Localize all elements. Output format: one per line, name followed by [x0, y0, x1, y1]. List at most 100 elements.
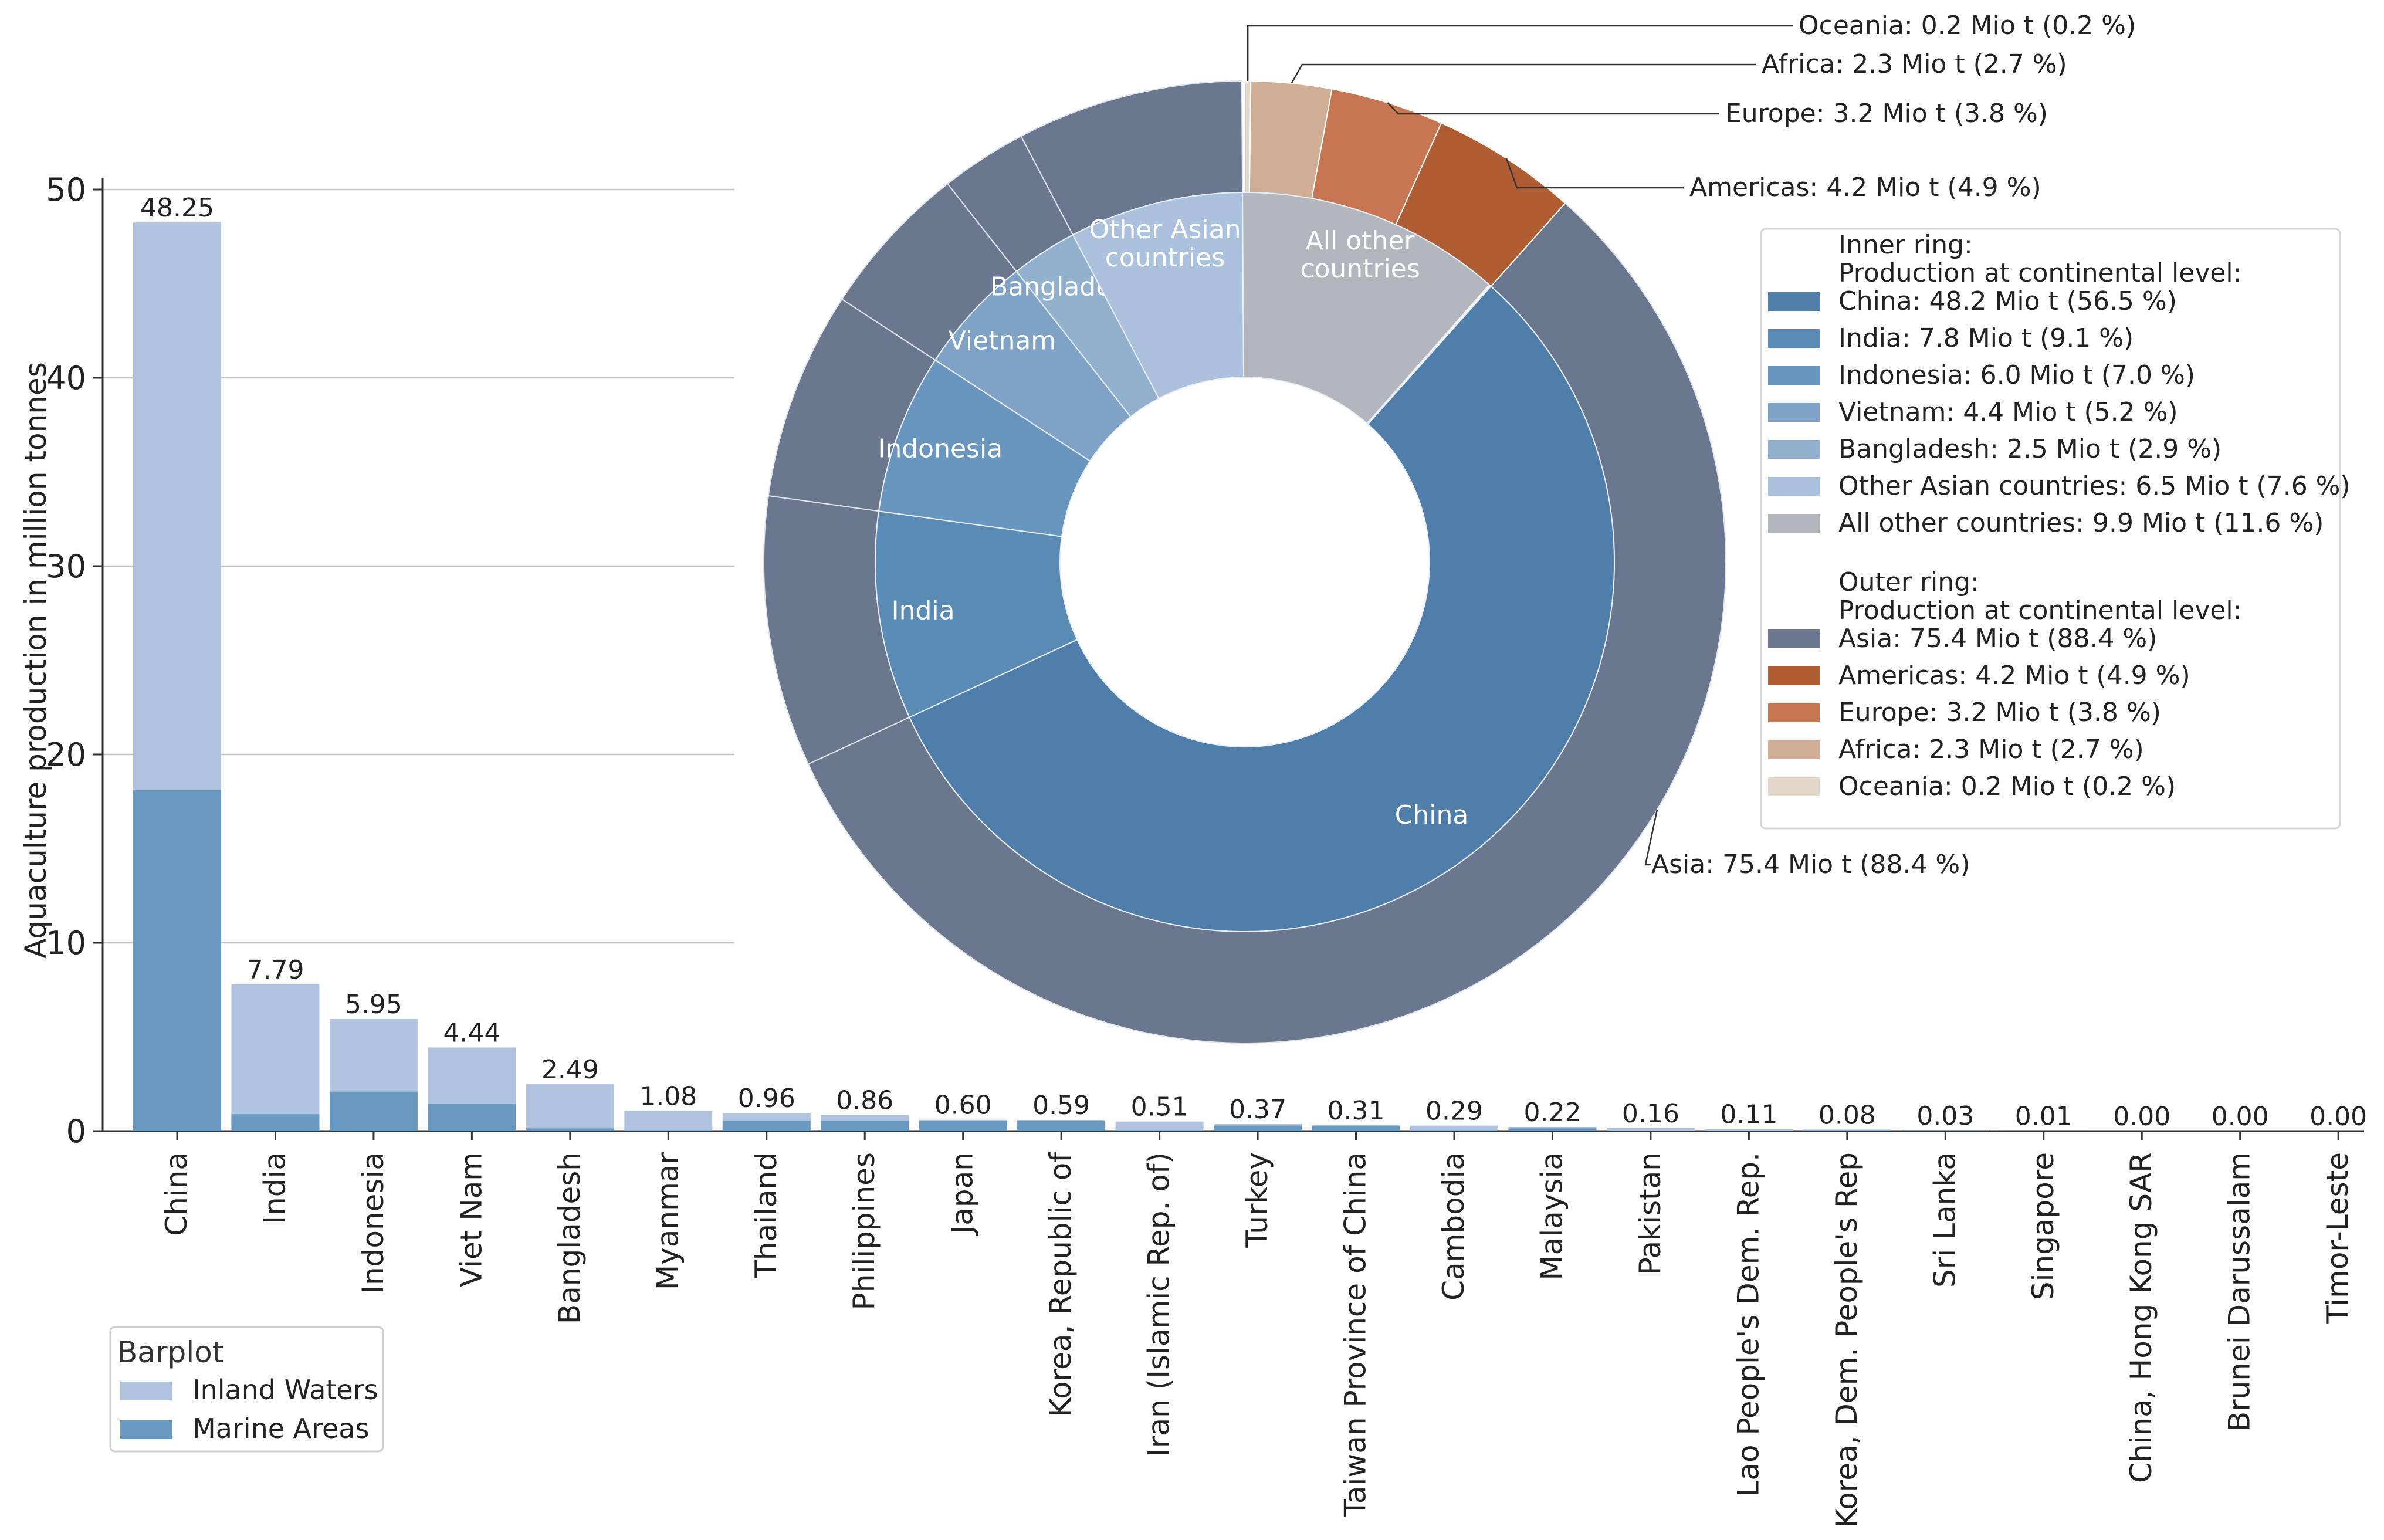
bar-inland [1410, 1126, 1498, 1131]
bar-inland [1116, 1122, 1204, 1131]
bar-inland [428, 1047, 516, 1104]
bar-value-label: 2.49 [541, 1055, 599, 1085]
bar-inland [526, 1084, 614, 1128]
donut-legend-label: China: 48.2 Mio t (56.5 %) [1838, 286, 2177, 316]
x-tick-label: Viet Nam [454, 1152, 488, 1287]
donut-legend-swatch [1768, 629, 1820, 648]
annotation-leader [1248, 26, 1793, 81]
inner-slice-label: All other [1306, 226, 1416, 256]
donut-legend-label: Africa: 2.3 Mio t (2.7 %) [1838, 735, 2144, 764]
bar-inland [624, 1111, 712, 1130]
x-tick-label: Indonesia [356, 1152, 390, 1294]
annotation-label: Europe: 3.2 Mio t (3.8 %) [1725, 99, 2048, 128]
x-tick-label: Philippines [847, 1152, 881, 1310]
bar-marine [1116, 1130, 1204, 1131]
y-tick-label: 0 [66, 1113, 86, 1150]
donut-legend-label: Indonesia: 6.0 Mio t (7.0 %) [1838, 360, 2195, 390]
bar-value-label: 0.51 [1131, 1092, 1188, 1122]
donut-legend-label: Europe: 3.2 Mio t (3.8 %) [1838, 698, 2161, 727]
x-tick-label: Sri Lanka [1928, 1152, 1962, 1288]
bar-marine [723, 1121, 811, 1131]
bar-inland [723, 1113, 811, 1121]
x-tick-label: Singapore [2026, 1152, 2060, 1300]
donut-legend-subtitle: Production at continental level: [1838, 258, 2241, 288]
x-tick-label: China [160, 1152, 194, 1236]
annotation-label: Africa: 2.3 Mio t (2.7 %) [1762, 49, 2067, 79]
x-tick-label: Cambodia [1437, 1152, 1471, 1301]
bar-value-label: 0.86 [836, 1085, 893, 1115]
bar-value-label: 0.03 [1916, 1101, 1974, 1131]
donut-legend-label: Asia: 75.4 Mio t (88.4 %) [1838, 624, 2157, 654]
bar-value-label: 0.08 [1819, 1100, 1876, 1130]
x-tick-label: Korea, Dem. People's Rep [1830, 1152, 1864, 1528]
donut-legend-label: Other Asian countries: 6.5 Mio t (7.6 %) [1838, 471, 2351, 501]
bar-value-label: 0.01 [2015, 1102, 2073, 1132]
donut-legend-swatch [1768, 514, 1820, 533]
bar-marine [526, 1128, 614, 1131]
bar-marine [133, 790, 221, 1131]
bar-value-label: 7.79 [246, 955, 304, 985]
bar-inland [821, 1115, 909, 1121]
bar-value-label: 5.95 [345, 990, 402, 1020]
annotation-leader [1292, 65, 1756, 83]
bar-legend-title: Barplot [117, 1335, 223, 1369]
bar-marine [231, 1114, 319, 1131]
bar-marine [330, 1092, 418, 1131]
bar-value-label: 1.08 [639, 1081, 697, 1111]
annotation-label: Oceania: 0.2 Mio t (0.2 %) [1799, 11, 2136, 40]
donut-legend: Inner ring:Production at continental lev… [1761, 229, 2351, 828]
bar-value-label: 0.00 [2212, 1102, 2269, 1132]
annotation-label: Asia: 75.4 Mio t (88.4 %) [1651, 849, 1970, 879]
x-tick-label: China, Hong Kong SAR [2124, 1152, 2158, 1483]
bar-marine [1803, 1130, 1891, 1131]
donut-legend-label: Oceania: 0.2 Mio t (0.2 %) [1838, 771, 2176, 801]
bar-inland [133, 222, 221, 790]
x-tick-label: Taiwan Province of China [1339, 1152, 1373, 1517]
donut-legend-title: Outer ring: [1838, 567, 1979, 597]
x-tick-label: Pakistan [1633, 1152, 1667, 1275]
bar-value-label: 0.00 [2310, 1102, 2367, 1132]
bar-value-label: 0.29 [1425, 1096, 1483, 1126]
bar-value-label: 48.25 [140, 193, 214, 223]
donut-legend-subtitle: Production at continental level: [1838, 595, 2241, 625]
bar-legend-swatch [120, 1420, 172, 1439]
donut-legend-swatch [1768, 740, 1820, 759]
bar-inland [330, 1019, 418, 1092]
donut-legend-label: India: 7.8 Mio t (9.1 %) [1838, 323, 2134, 353]
donut-legend-title: Inner ring: [1838, 230, 1973, 260]
x-tick-label: Lao People's Dem. Rep. [1731, 1152, 1765, 1497]
x-tick-label: Timor-Leste [2321, 1152, 2355, 1324]
donut-legend-swatch [1768, 329, 1820, 348]
x-tick-label: Bangladesh [553, 1152, 587, 1324]
bar-marine [1214, 1125, 1302, 1131]
inner-slice-label: Vietnam [949, 326, 1056, 356]
bar-value-label: 0.16 [1622, 1099, 1679, 1129]
donut-legend-swatch [1768, 440, 1820, 459]
x-tick-label: Japan [946, 1152, 980, 1236]
bar-marine [1508, 1128, 1596, 1131]
donut-legend-label: All other countries: 9.9 Mio t (11.6 %) [1838, 508, 2324, 538]
donut-legend-label: Vietnam: 4.4 Mio t (5.2 %) [1838, 397, 2178, 427]
bar-marine [1017, 1121, 1105, 1131]
bar-marine [1312, 1126, 1400, 1131]
donut-legend-swatch [1768, 777, 1820, 796]
bar-value-label: 4.44 [443, 1018, 500, 1048]
inner-slice-label: China [1395, 800, 1469, 830]
x-tick-label: India [258, 1152, 292, 1224]
x-tick-label: Myanmar [651, 1152, 685, 1290]
x-tick-label: Brunei Darussalam [2223, 1152, 2257, 1431]
x-tick-label: Malaysia [1535, 1152, 1569, 1280]
y-axis-label: Aquaculture production in million tonnes [19, 362, 53, 959]
donut-legend-swatch [1768, 666, 1820, 685]
donut-legend-swatch [1768, 477, 1820, 496]
bar-marine [1410, 1130, 1498, 1131]
donut-legend-swatch [1768, 403, 1820, 422]
bar-value-label: 0.11 [1720, 1099, 1777, 1129]
bar-value-label: 0.96 [738, 1084, 795, 1113]
donut-legend-label: Americas: 4.2 Mio t (4.9 %) [1838, 661, 2190, 691]
inner-slice-label: countries [1105, 243, 1225, 273]
bar-value-label: 0.00 [2113, 1102, 2170, 1132]
